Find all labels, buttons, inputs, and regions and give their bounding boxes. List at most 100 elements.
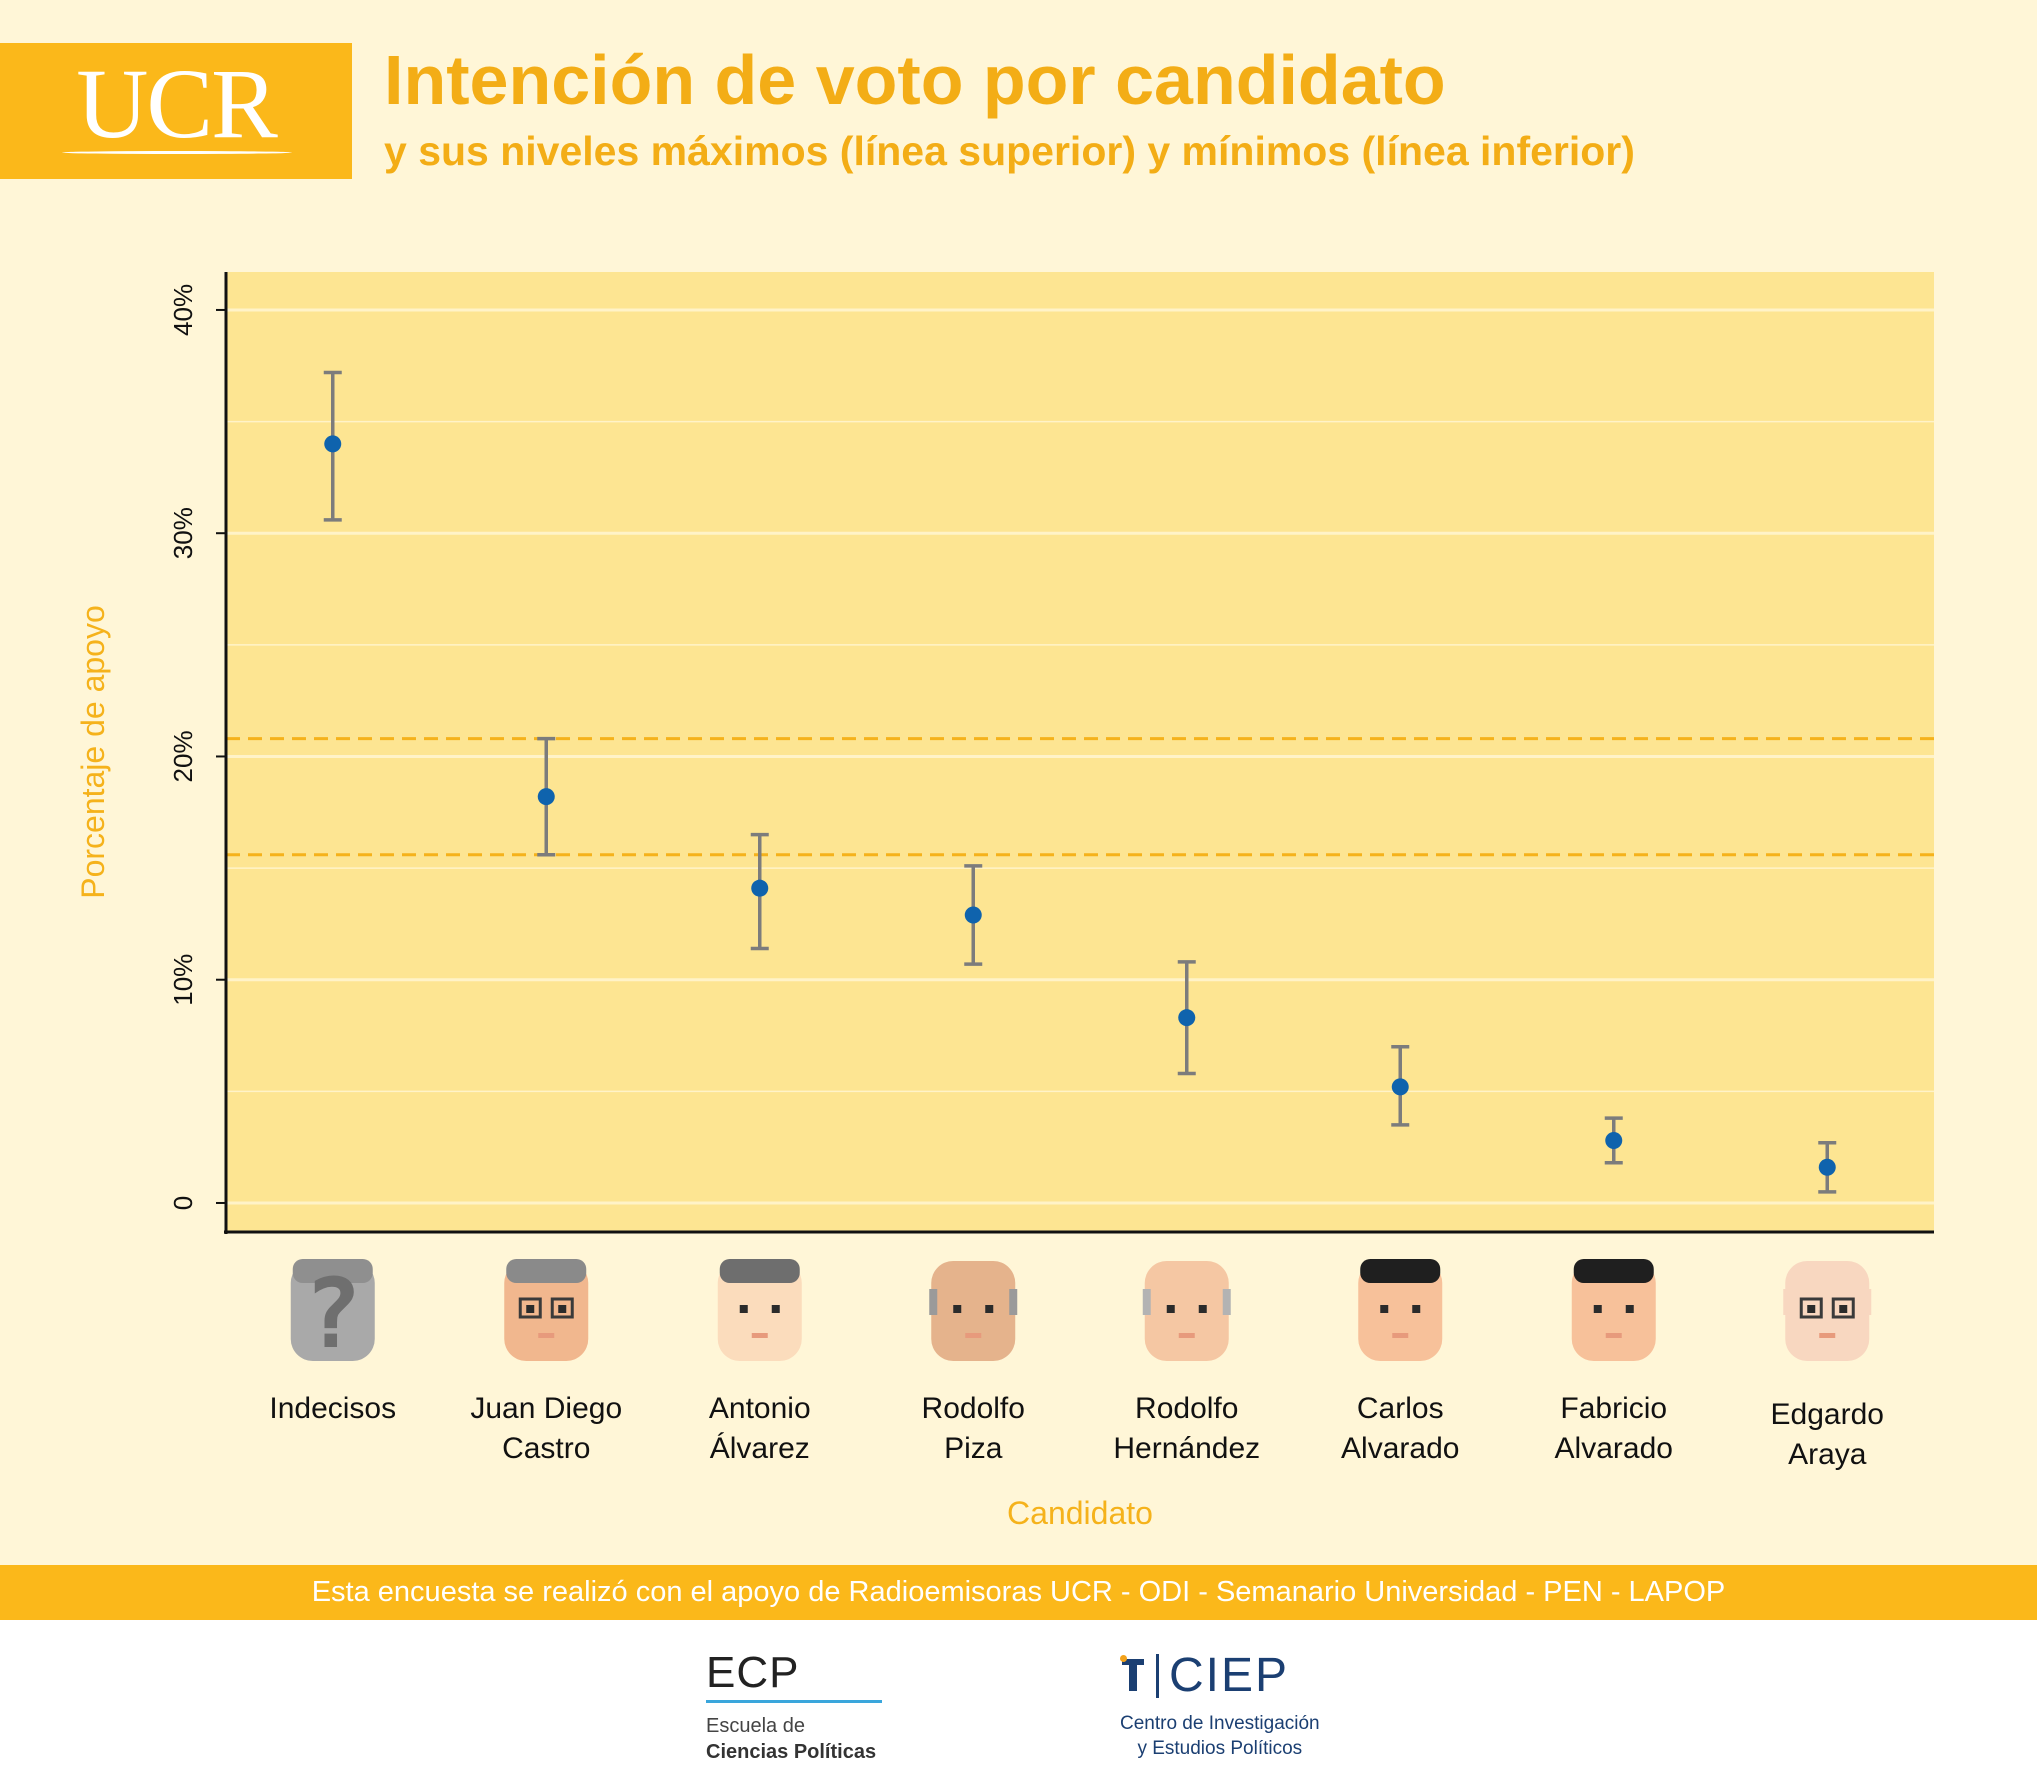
- candidate-avatar-icon: [1571, 1259, 1656, 1361]
- ucr-logo-underline: [62, 151, 292, 154]
- avatar-eye: [1625, 1305, 1634, 1313]
- avatar-hair: [1222, 1289, 1231, 1315]
- avatar-hair: [929, 1289, 938, 1315]
- data-point: [964, 906, 982, 924]
- candidate-avatar-icon: [717, 1259, 802, 1361]
- data-point: [537, 788, 555, 806]
- avatar-eye: [1380, 1305, 1389, 1313]
- avatar-mouth: [1392, 1333, 1409, 1338]
- y-tick-label: 10%: [168, 954, 198, 1006]
- avatar-eye: [1198, 1305, 1207, 1313]
- vote-intention-chart: 0 10% 20% 30% 40% Porcentaje de apoyo? Indecis…: [75, 272, 1934, 1531]
- avatar-hair: [1360, 1259, 1441, 1283]
- x-tick-label: Alvarado: [1341, 1432, 1459, 1465]
- data-point-group: [1391, 1044, 1410, 1127]
- ciep-logo-separator: [1156, 1653, 1159, 1698]
- x-tick-label: Indecisos: [269, 1392, 396, 1425]
- data-point: [751, 879, 769, 897]
- x-axis-title: Candidato: [1007, 1495, 1153, 1531]
- avatar-face: [1144, 1261, 1229, 1361]
- avatar-hair: [719, 1259, 800, 1283]
- avatar-face: [1571, 1261, 1656, 1361]
- avatar-face: [1358, 1261, 1443, 1361]
- avatar-eye: [1412, 1305, 1421, 1313]
- y-tick-label: 20%: [168, 730, 198, 782]
- ecp-logo-line2: Ciencias Políticas: [706, 1739, 882, 1765]
- data-point: [1818, 1158, 1836, 1176]
- ecp-logo: ECP Escuela de Ciencias Políticas: [706, 1648, 882, 1765]
- avatar-glasses: [550, 1297, 574, 1319]
- ecp-logo-title: ECP: [706, 1648, 800, 1697]
- avatar-hair: [506, 1259, 587, 1283]
- data-point-group: [537, 736, 556, 857]
- ciep-emblem-icon: [1120, 1654, 1146, 1697]
- avatar-hair: [1863, 1289, 1872, 1315]
- x-tick-label: Antonio: [709, 1392, 811, 1425]
- data-point: [324, 435, 342, 453]
- avatar-hair: [1783, 1289, 1792, 1315]
- avatar-face: [290, 1261, 375, 1361]
- x-tick-label: Alvarado: [1555, 1432, 1673, 1465]
- avatar-face: [504, 1261, 589, 1361]
- x-tick-label: Castro: [502, 1432, 590, 1465]
- candidate-avatar-icon: [504, 1259, 589, 1361]
- avatar-eye: [1593, 1305, 1602, 1313]
- plot-panel: [226, 272, 1934, 1232]
- y-tick-label: 0: [168, 1196, 198, 1210]
- x-tick-label: Carlos: [1357, 1392, 1444, 1425]
- avatar-eye: [1166, 1305, 1175, 1313]
- avatar-glasses: [1799, 1297, 1823, 1319]
- data-point: [1178, 1009, 1196, 1027]
- ciep-logo-subtitle: Centro de Investigación y Estudios Polít…: [1120, 1711, 1320, 1761]
- avatar-eye: [558, 1305, 567, 1313]
- x-tick-label: Edgardo: [1771, 1398, 1884, 1431]
- candidate-avatar-icon: [1358, 1259, 1443, 1361]
- x-tick-label: Rodolfo: [922, 1392, 1025, 1425]
- avatar-mouth: [1819, 1333, 1836, 1338]
- question-mark-icon: ?: [304, 1258, 362, 1370]
- x-tick-label: Fabricio: [1560, 1392, 1667, 1425]
- page-subtitle: y sus niveles máximos (línea superior) y…: [384, 128, 1635, 174]
- avatar-face: [1785, 1261, 1870, 1361]
- page-title: Intención de voto por candidato: [384, 41, 1446, 119]
- ecp-logo-line2-text: Ciencias Políticas: [706, 1741, 877, 1763]
- y-tick-label: 40%: [168, 284, 198, 336]
- ciep-logo-title: CIEP: [1169, 1649, 1290, 1702]
- avatar-hair: [1573, 1259, 1654, 1283]
- avatar-eye: [526, 1305, 535, 1313]
- data-point: [1605, 1131, 1623, 1149]
- partner-logos: ECP Escuela de Ciencias Políticas CIEP C…: [0, 1620, 2037, 1786]
- candidate-avatar-icon: [1783, 1261, 1872, 1361]
- avatar-eye: [953, 1305, 962, 1313]
- avatar-eye: [985, 1305, 994, 1313]
- x-tick-label: Juan Diego: [470, 1392, 622, 1425]
- data-point-group: [323, 370, 342, 522]
- x-tick-label: Álvarez: [710, 1432, 810, 1465]
- x-tick-label: Hernández: [1113, 1432, 1260, 1465]
- avatar-glasses: [1831, 1297, 1855, 1319]
- avatar-mouth: [965, 1333, 982, 1338]
- ecp-logo-line1: Escuela de: [706, 1715, 805, 1737]
- avatar-mouth: [538, 1333, 555, 1338]
- avatar-hair: [1142, 1289, 1151, 1315]
- y-tick-label: 30%: [168, 507, 198, 559]
- data-point-group: [1604, 1116, 1623, 1165]
- candidate-avatar-icon: ?: [290, 1258, 375, 1370]
- avatar-mouth: [1605, 1333, 1622, 1338]
- avatar-mouth: [1178, 1333, 1195, 1338]
- ucr-logo-text: UCR: [76, 48, 278, 159]
- x-tick-label: Araya: [1788, 1438, 1867, 1471]
- avatar-mouth: [751, 1333, 768, 1338]
- ucr-logo: UCR: [0, 43, 352, 179]
- data-point-group: [750, 832, 769, 951]
- data-point-group: [1177, 960, 1196, 1076]
- avatar-eye: [1839, 1305, 1848, 1313]
- x-tick-label: Rodolfo: [1135, 1392, 1238, 1425]
- x-tick-label: Piza: [944, 1432, 1003, 1465]
- avatar-eye: [739, 1305, 748, 1313]
- data-point-group: [1818, 1140, 1837, 1194]
- ciep-logo-line1: Centro de Investigación: [1120, 1713, 1320, 1734]
- data-point: [1391, 1078, 1409, 1096]
- ecp-logo-subtitle: Escuela de Ciencias Políticas: [706, 1713, 882, 1765]
- ciep-logo-line2: y Estudios Políticos: [1137, 1738, 1303, 1759]
